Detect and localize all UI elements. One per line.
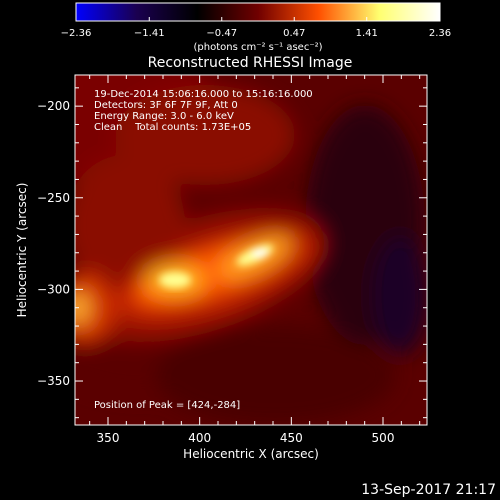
y-tick-label: −300 bbox=[37, 282, 70, 296]
x-axis-label: Heliocentric X (arcsec) bbox=[183, 447, 319, 461]
colorbar-tick-label: 2.36 bbox=[429, 28, 451, 39]
axis-ticks: 350 400 450 500 −200 −250 −300 −350 bbox=[37, 75, 427, 445]
y-tick-label: −350 bbox=[37, 374, 70, 388]
colorbar-tick-label: −1.41 bbox=[134, 28, 165, 39]
x-tick-label: 450 bbox=[280, 431, 303, 445]
chart-title: Reconstructed RHESSI Image bbox=[148, 55, 353, 71]
colorbar bbox=[75, 2, 441, 22]
x-tick-label: 400 bbox=[188, 431, 211, 445]
y-axis-label: Heliocentric Y (arcsec) bbox=[15, 183, 29, 318]
peak-position-label: Position of Peak = [424,-284] bbox=[94, 400, 240, 411]
annotation-clean: Clean Total counts: 1.73E+05 bbox=[94, 122, 251, 133]
colorbar-ticks: −2.36 −1.41 −0.47 0.47 1.41 2.36 bbox=[61, 17, 451, 39]
annotation-time-range: 19-Dec-2014 15:06:16.000 to 15:16:16.000 bbox=[94, 89, 313, 100]
x-tick-label: 350 bbox=[97, 431, 120, 445]
plot-frame bbox=[74, 74, 428, 426]
colorbar-tick-label: 1.41 bbox=[356, 28, 378, 39]
annotation-detectors: Detectors: 3F 6F 7F 9F, Att 0 bbox=[94, 100, 238, 111]
annotation-block: 19-Dec-2014 15:06:16.000 to 15:16:16.000… bbox=[94, 89, 313, 133]
colorbar-tick-label: 0.47 bbox=[283, 28, 305, 39]
annotation-energy: Energy Range: 3.0 - 6.0 keV bbox=[94, 111, 234, 122]
x-tick-label: 500 bbox=[372, 431, 395, 445]
timestamp: 13-Sep-2017 21:17 bbox=[361, 482, 496, 498]
colorbar-label: (photons cm⁻² s⁻¹ asec⁻²) bbox=[193, 42, 322, 53]
plot-area bbox=[75, 75, 427, 425]
colorbar-tick-label: −0.47 bbox=[206, 28, 237, 39]
colorbar-tick-label: −2.36 bbox=[61, 28, 92, 39]
y-tick-label: −200 bbox=[37, 99, 70, 113]
y-tick-label: −250 bbox=[37, 191, 70, 205]
